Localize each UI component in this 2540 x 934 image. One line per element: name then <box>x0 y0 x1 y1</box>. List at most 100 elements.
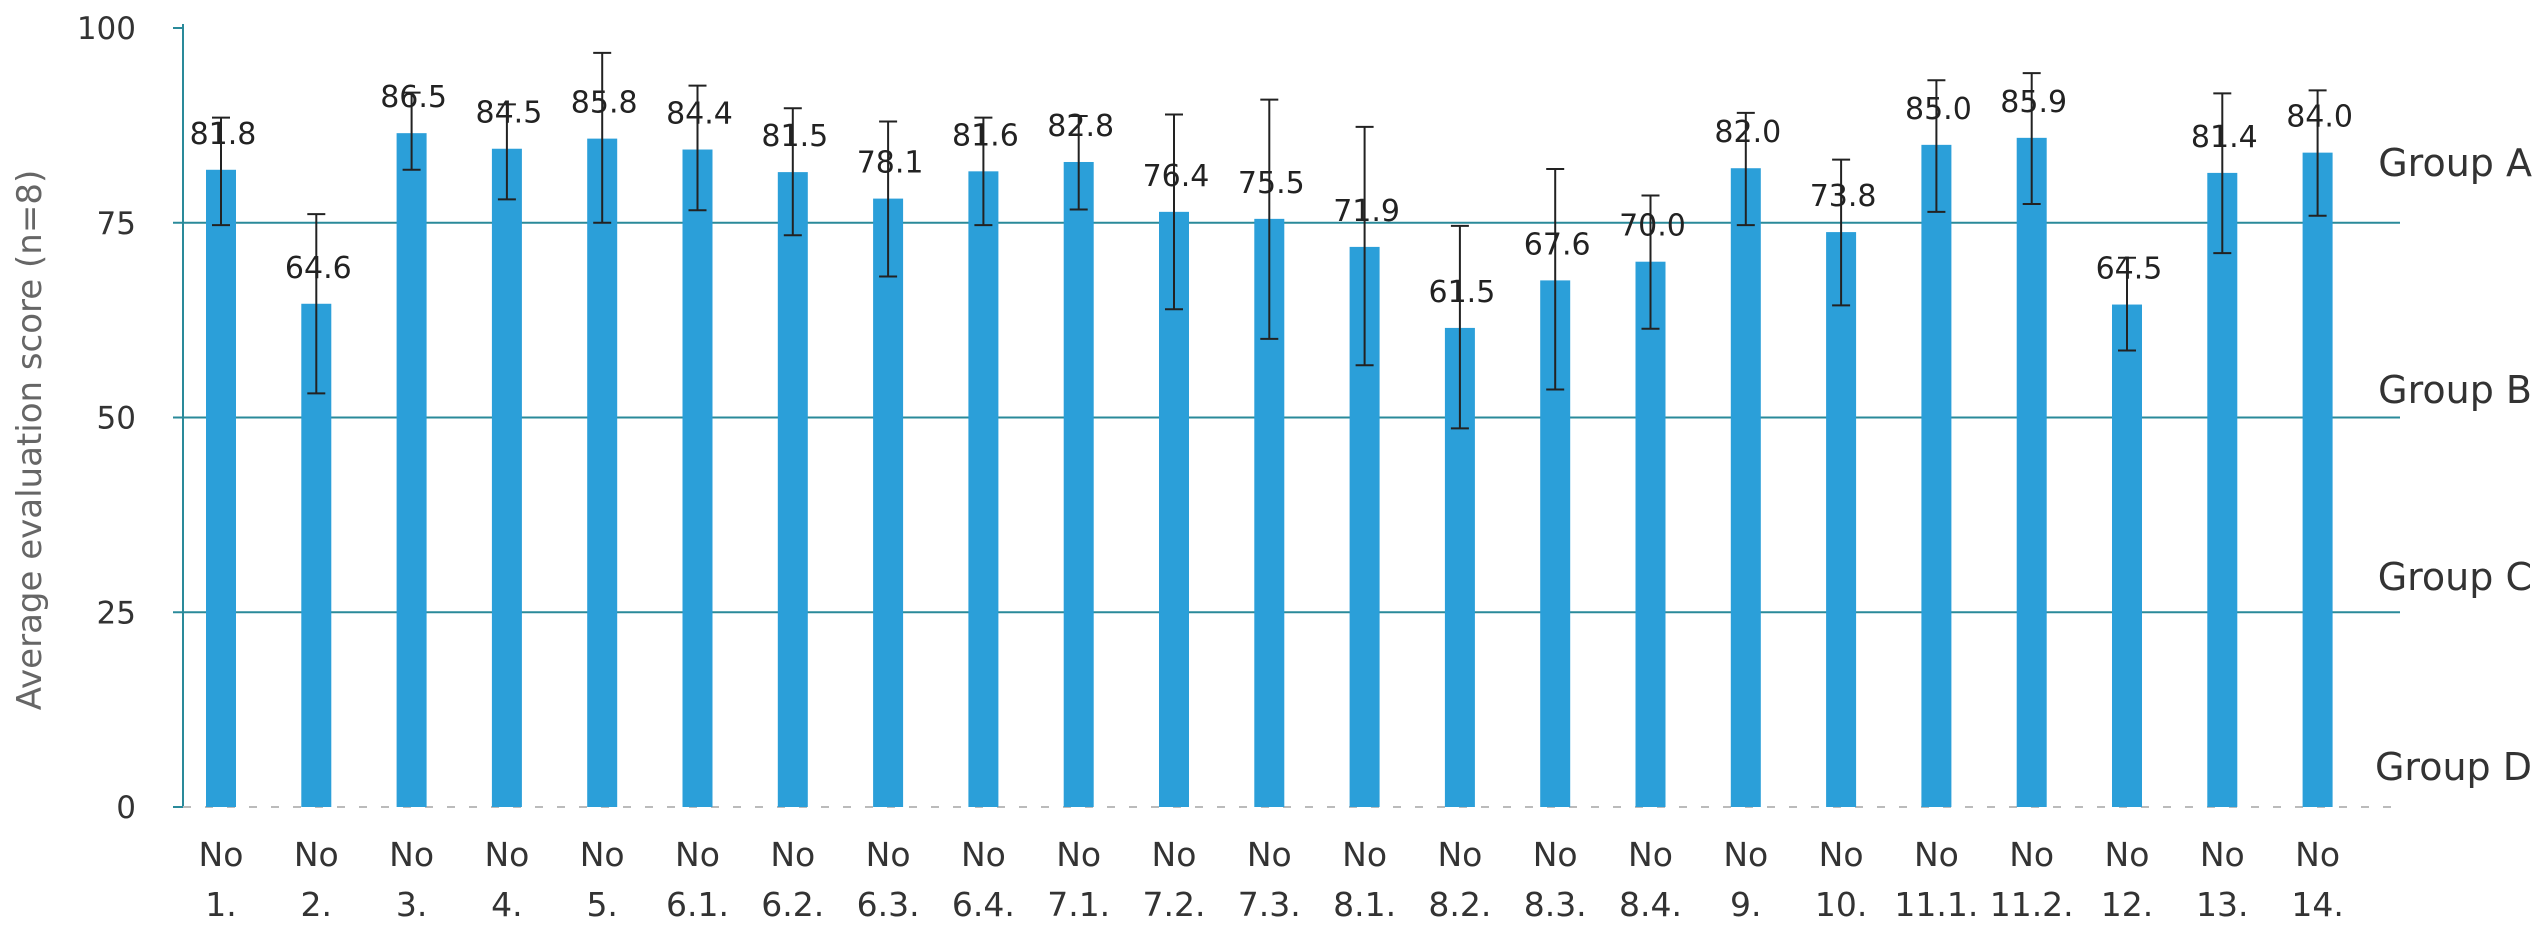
error-bar <box>402 91 421 171</box>
x-tick-label: 8.4. <box>1619 885 1682 924</box>
x-tick-label: No <box>199 835 244 874</box>
bar <box>1063 161 1094 807</box>
bar <box>206 169 236 807</box>
x-tick-label: 13. <box>2196 885 2248 924</box>
x-tick-label: No <box>1914 835 1959 874</box>
x-tick-label: 1. <box>205 885 237 924</box>
error-bar <box>1736 111 1755 227</box>
x-tick-label: 8.1. <box>1333 885 1396 924</box>
x-tick-label: No <box>484 835 529 874</box>
data-label: 81.8 <box>190 117 257 152</box>
error-bar <box>497 103 516 201</box>
data-label: 81.5 <box>761 119 828 154</box>
error-bar <box>1355 125 1374 367</box>
y-tick-label: 25 <box>97 595 136 631</box>
bar <box>873 198 904 807</box>
data-label: 84.0 <box>2286 100 2353 135</box>
bar <box>491 148 522 807</box>
x-tick-label: No <box>580 835 625 874</box>
error-bar <box>1927 79 1946 213</box>
x-tick-label: 10. <box>1815 885 1867 924</box>
bar <box>1730 168 1761 808</box>
error-bar <box>307 213 326 395</box>
error-bar <box>2308 89 2327 217</box>
data-label: 82.0 <box>1714 115 1781 150</box>
bar <box>1826 232 1857 807</box>
x-tick-label: No <box>2200 835 2245 874</box>
x-tick-label: 7.3. <box>1238 885 1301 924</box>
y-tick-label: 50 <box>97 401 136 437</box>
data-label: 73.8 <box>1810 179 1877 214</box>
data-label: 70.0 <box>1619 209 1686 244</box>
error-bar <box>1165 113 1183 311</box>
x-tick-label: 2. <box>301 885 333 924</box>
x-tick-label: No <box>1152 835 1197 874</box>
bar <box>777 172 808 808</box>
data-label: 64.5 <box>2096 252 2163 287</box>
x-tick-label: 3. <box>396 885 428 924</box>
error-bar <box>1641 194 1660 330</box>
x-tick-label: 9. <box>1730 885 1762 924</box>
bar <box>2016 137 2047 808</box>
bar <box>2207 172 2238 808</box>
data-label: 71.9 <box>1333 194 1400 229</box>
bar <box>2112 304 2142 807</box>
error-bar <box>783 107 802 237</box>
x-tick-label: 11.2. <box>1990 885 2074 924</box>
bar <box>1921 144 1952 808</box>
data-label: 86.5 <box>380 80 447 115</box>
data-label: 81.4 <box>2191 120 2258 155</box>
x-tick-label: No <box>1628 835 1673 874</box>
x-tick-label: No <box>1056 835 1101 874</box>
data-label: 84.4 <box>666 97 733 132</box>
data-label: 84.5 <box>476 96 543 131</box>
bar <box>1635 261 1666 807</box>
x-tick-label: 14. <box>2291 885 2343 924</box>
x-tick-label: 7.2. <box>1143 885 1206 924</box>
error-bar <box>2213 92 2232 255</box>
data-label: 76.4 <box>1143 159 1210 194</box>
x-tick-label: 11.1. <box>1894 885 1978 924</box>
x-tick-label: No <box>389 835 434 874</box>
error-bar <box>879 120 898 278</box>
bar <box>682 149 713 808</box>
x-tick-label: 6.4. <box>952 885 1015 924</box>
x-tick-label: No <box>961 835 1006 874</box>
y-axis-label: Average evaluation score (n=8) <box>10 170 50 710</box>
data-label: 82.8 <box>1047 109 1114 144</box>
x-tick-label: No <box>1723 835 1768 874</box>
x-tick-label: No <box>1437 835 1482 874</box>
data-label: 78.1 <box>857 146 924 181</box>
error-bar <box>212 116 230 227</box>
x-tick-label: 5. <box>586 885 618 924</box>
x-tick-label: 4. <box>491 885 523 924</box>
error-bar <box>2022 72 2041 206</box>
bar <box>2302 152 2333 807</box>
data-label: 64.6 <box>285 251 352 286</box>
x-tick-label: No <box>866 835 911 874</box>
x-tick-label: 7.1. <box>1047 885 1110 924</box>
x-tick-label: No <box>1342 835 1387 874</box>
bar <box>396 133 427 808</box>
bar <box>587 138 618 808</box>
data-label: 81.6 <box>952 118 1019 153</box>
x-tick-label: No <box>675 835 720 874</box>
error-bar <box>1832 158 1851 307</box>
x-tick-label: No <box>2009 835 2054 874</box>
x-tick-label: No <box>294 835 339 874</box>
x-tick-label: No <box>2105 835 2150 874</box>
x-tick-label: No <box>770 835 815 874</box>
group-label: Group B <box>2378 368 2532 412</box>
x-tick-label: 6.2. <box>761 885 824 924</box>
data-label: 85.0 <box>1905 92 1972 127</box>
error-bar <box>2118 256 2136 352</box>
x-tick-label: 8.3. <box>1524 885 1587 924</box>
bar <box>1159 211 1189 807</box>
data-label: 85.8 <box>571 86 638 121</box>
group-label: Group A <box>2378 141 2532 185</box>
y-tick-label: 0 <box>116 790 136 826</box>
group-label: Group D <box>2375 745 2532 789</box>
data-label: 75.5 <box>1238 166 1305 201</box>
data-label: 61.5 <box>1429 275 1496 310</box>
